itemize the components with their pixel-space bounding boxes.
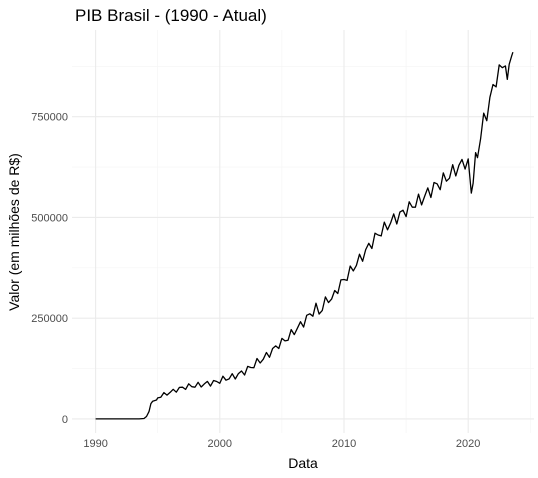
y-axis-title: Valor (em milhões de R$) bbox=[6, 153, 22, 311]
minor-gridlines bbox=[72, 30, 534, 433]
x-tick-label: 2020 bbox=[456, 438, 480, 450]
series-line bbox=[95, 51, 514, 420]
x-tick-label: 2010 bbox=[332, 438, 356, 450]
x-axis-ticks: 1990 2000 2010 2020 bbox=[83, 438, 480, 450]
y-tick-label: 750000 bbox=[31, 112, 68, 124]
y-tick-label: 250000 bbox=[31, 313, 68, 325]
y-tick-label: 0 bbox=[62, 414, 68, 426]
chart-title: PIB Brasil - (1990 - Atual) bbox=[75, 6, 267, 25]
y-axis-ticks: 0 250000 500000 750000 bbox=[31, 112, 68, 426]
major-gridlines bbox=[72, 30, 534, 433]
y-tick-label: 500000 bbox=[31, 212, 68, 224]
x-tick-label: 1990 bbox=[83, 438, 107, 450]
x-tick-label: 2000 bbox=[208, 438, 232, 450]
x-axis-title: Data bbox=[288, 455, 318, 471]
